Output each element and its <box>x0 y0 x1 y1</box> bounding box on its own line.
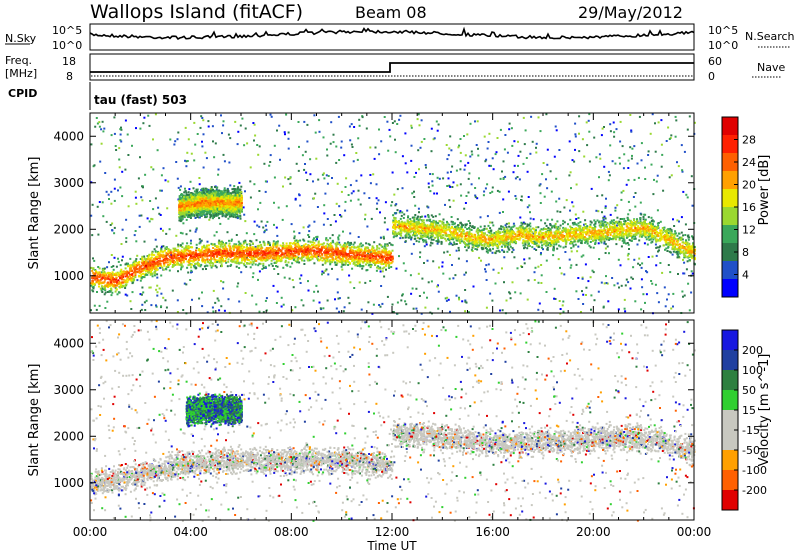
time-axis: 00:00 04:00 08:00 12:00 16:00 20:00 00:00 <box>73 525 712 539</box>
velocity-axis: 4000 3000 2000 1000 <box>53 320 695 520</box>
ytick-label-0-2: 2000 <box>53 222 84 236</box>
colorbar-seg <box>722 117 738 136</box>
xtick-label-2: 08:00 <box>274 525 309 539</box>
ytick-label-0-3: 1000 <box>53 269 84 283</box>
colorbar-seg <box>722 243 738 262</box>
ytick-label-1-2: 2000 <box>53 429 84 443</box>
colorbar-seg <box>722 350 738 371</box>
colorbar-seg <box>722 410 738 431</box>
colorbar-seg <box>722 370 738 391</box>
velocity-colorbar-label: Velocity [m s^-1] <box>757 354 772 467</box>
colorbar-seg <box>722 279 738 298</box>
nsearch-label: N.Search <box>745 30 795 43</box>
freq-tick-low: 8 <box>66 70 73 83</box>
nsearch-tick-high: 10^5 <box>708 24 738 37</box>
power-colorbar-label: Power [dB] <box>757 155 772 226</box>
nsky-tick-high: 10^5 <box>52 24 82 37</box>
colorbar-seg <box>722 490 738 511</box>
velocity-ylabel: Slant Range [km] <box>27 364 42 477</box>
colorbar-tick-label: 15 <box>742 404 756 417</box>
nsearch-tick-low: 10^0 <box>708 39 738 52</box>
colorbar-seg <box>722 390 738 411</box>
freq-panel <box>89 53 695 81</box>
xtick-label-0: 00:00 <box>73 525 108 539</box>
colorbar-tick-label: -100 <box>742 464 767 477</box>
colorbar-tick-label: 200 <box>742 344 763 357</box>
colorbar-tick-label: 28 <box>742 134 756 147</box>
ytick-label-0-1: 3000 <box>53 176 84 190</box>
colorbar-tick-label: 12 <box>742 224 756 237</box>
velocity-colorbar: 200 100 50 15 -15 -50 -100 -200 <box>721 329 767 511</box>
colorbar-tick-label: 24 <box>742 156 756 169</box>
nave-tick-high: 60 <box>708 55 722 68</box>
colorbar-seg <box>722 225 738 244</box>
nsky-label: N.Sky <box>5 32 37 45</box>
cpid-label: CPID <box>8 87 37 100</box>
xtick-label-4: 16:00 <box>475 525 510 539</box>
ytick-label-1-3: 1000 <box>53 476 84 490</box>
freq-label: Freq. <box>5 54 32 67</box>
colorbar-seg <box>722 171 738 190</box>
power-colorbar: 28 24 20 16 12 8 4 <box>721 116 756 298</box>
nsky-panel <box>89 23 695 51</box>
colorbar-tick-label: 16 <box>742 201 756 214</box>
power-axis: 4000 3000 2000 1000 <box>53 113 695 313</box>
colorbar-seg <box>722 430 738 451</box>
colorbar-seg <box>722 450 738 471</box>
nave-label: Nave <box>757 61 785 74</box>
beam-title: Beam 08 <box>355 3 427 22</box>
colorbar-tick-label: 20 <box>742 179 756 192</box>
freq-trace <box>90 62 694 73</box>
colorbar-seg <box>722 330 738 351</box>
colorbar-tick-label: -200 <box>742 484 767 497</box>
site-title: Wallops Island (fitACF) <box>90 1 303 23</box>
colorbar-tick-label: 100 <box>742 364 763 377</box>
freq-tick-high: 18 <box>62 55 76 68</box>
colorbar-seg <box>722 189 738 208</box>
ytick-label-1-1: 3000 <box>53 383 84 397</box>
freq-unit-label: [MHz] <box>5 67 37 80</box>
power-data <box>90 113 696 315</box>
date-title: 29/May/2012 <box>578 3 683 22</box>
nsky-trace <box>89 26 695 41</box>
colorbar-tick-label: -15 <box>742 424 760 437</box>
colorbar-seg <box>722 470 738 491</box>
colorbar-seg <box>722 261 738 280</box>
xtick-label-3: 12:00 <box>375 525 410 539</box>
xtick-label-1: 04:00 <box>173 525 208 539</box>
colorbar-tick-label: 50 <box>742 384 756 397</box>
velocity-data <box>90 320 696 522</box>
colorbar-tick-label: 8 <box>742 246 749 259</box>
colorbar-tick-label: 4 <box>742 269 749 282</box>
xtick-label-6: 00:00 <box>677 525 712 539</box>
time-axis-label: Time UT <box>366 539 417 553</box>
ytick-label-1-0: 4000 <box>53 336 84 350</box>
ytick-label-0-0: 4000 <box>53 129 84 143</box>
nave-tick-low: 0 <box>708 70 715 83</box>
colorbar-tick-label: -50 <box>742 444 760 457</box>
power-ylabel: Slant Range [km] <box>27 157 42 270</box>
colorbar-seg <box>722 135 738 154</box>
xtick-label-5: 20:00 <box>576 525 611 539</box>
nsky-tick-low: 10^0 <box>52 39 82 52</box>
colorbar-frame <box>721 329 739 511</box>
colorbar-seg <box>722 207 738 226</box>
cpid-text: tau (fast) 503 <box>94 93 187 107</box>
colorbar-seg <box>722 153 738 172</box>
